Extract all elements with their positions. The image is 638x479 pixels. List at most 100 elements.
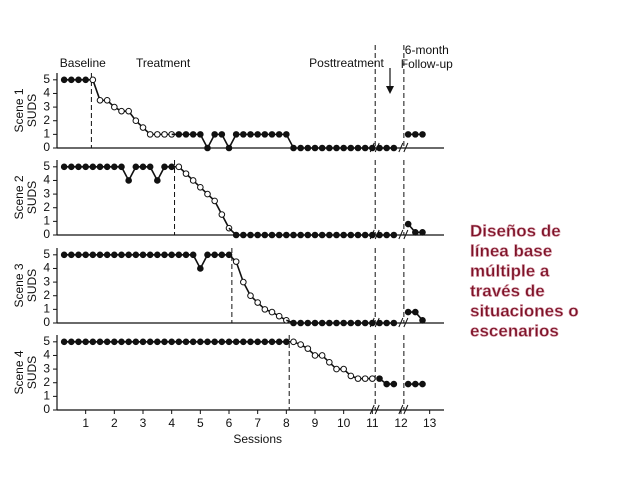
data-point [161, 251, 168, 259]
open-point [311, 352, 319, 359]
data-point [211, 131, 218, 138]
data-point [283, 231, 290, 239]
data-point [111, 251, 118, 259]
open-point [204, 190, 211, 198]
annotation-line: línea base [470, 241, 552, 260]
data-point [125, 338, 132, 346]
data-point [118, 163, 125, 171]
x-tick-label: 11 [366, 416, 379, 430]
data-point [139, 163, 147, 171]
data-point [82, 338, 89, 346]
y-tick-label: 3 [43, 186, 50, 200]
data-point [304, 231, 312, 239]
data-point [168, 338, 175, 346]
data-point [412, 131, 419, 138]
open-point [290, 338, 297, 346]
data-point [390, 380, 398, 388]
data-point [132, 163, 140, 171]
y-tick-label: 0 [43, 402, 50, 416]
data-point [412, 228, 419, 236]
data-point [333, 231, 340, 239]
data-line [92, 79, 172, 136]
data-point [361, 319, 369, 327]
x-tick-label: 4 [168, 416, 175, 430]
data-point [297, 231, 304, 239]
data-point [376, 319, 383, 327]
open-point [254, 299, 261, 306]
data-point [197, 338, 204, 346]
open-point [347, 372, 355, 380]
data-point [75, 163, 82, 171]
data-point [261, 338, 269, 346]
data-point [161, 163, 168, 171]
data-point [132, 251, 140, 259]
data-point [154, 338, 161, 346]
y-tick-label: 4 [43, 261, 50, 275]
data-point [404, 308, 412, 316]
data-point [189, 131, 197, 138]
data-point [254, 231, 261, 239]
x-tick-label: 9 [312, 416, 319, 430]
data-point [60, 76, 68, 84]
y-tick-label: 2 [43, 288, 50, 302]
phase-label: Follow-up [401, 57, 453, 71]
data-line [235, 261, 287, 321]
data-point [204, 338, 211, 346]
y-axis-label: SUDS [25, 356, 39, 389]
data-point [311, 144, 319, 152]
data-point [247, 131, 254, 138]
data-point [232, 231, 240, 239]
data-point [290, 231, 297, 239]
data-point [161, 338, 168, 346]
data-point [154, 251, 161, 259]
data-line [178, 133, 373, 150]
data-point [96, 338, 104, 346]
data-point [318, 231, 326, 239]
annotation-line: través de [470, 281, 545, 300]
open-point [240, 278, 247, 286]
y-tick-label: 5 [43, 159, 50, 173]
data-point [275, 231, 283, 239]
open-point [218, 211, 226, 218]
phase-label: Posttreatment [309, 56, 384, 70]
data-point [168, 251, 175, 259]
data-point [68, 163, 75, 171]
x-tick-label: 8 [283, 416, 290, 430]
data-point [146, 251, 154, 259]
data-point [211, 338, 218, 346]
data-point [89, 338, 97, 346]
y-axis-label: Scene 4 [12, 350, 26, 394]
data-point [247, 338, 254, 346]
data-point [290, 144, 297, 152]
open-point [333, 365, 340, 373]
x-tick-label: 6 [226, 416, 233, 430]
y-tick-label: 3 [43, 274, 50, 288]
open-point [268, 308, 276, 316]
data-point [340, 231, 347, 239]
axis-break [398, 229, 409, 240]
y-tick-label: 1 [43, 389, 50, 403]
data-point [404, 380, 412, 388]
data-point [89, 251, 97, 259]
data-point [404, 220, 412, 228]
annotation-line: situaciones o [470, 301, 579, 320]
data-point [304, 319, 312, 327]
data-point [175, 251, 183, 259]
data-point [283, 131, 290, 138]
axis-break [369, 404, 380, 415]
data-point [182, 251, 190, 259]
data-point [125, 177, 132, 184]
data-point [340, 144, 347, 152]
data-point [132, 338, 140, 346]
data-point [60, 338, 68, 346]
x-tick-label: 13 [423, 416, 437, 430]
data-point [354, 144, 362, 152]
y-tick-label: 0 [43, 227, 50, 241]
data-point [197, 131, 204, 138]
data-point [361, 231, 369, 239]
data-point [354, 319, 362, 327]
open-point [232, 258, 240, 265]
data-point [82, 251, 89, 259]
y-tick-label: 1 [43, 302, 50, 316]
y-axis-label: SUDS [25, 181, 39, 214]
